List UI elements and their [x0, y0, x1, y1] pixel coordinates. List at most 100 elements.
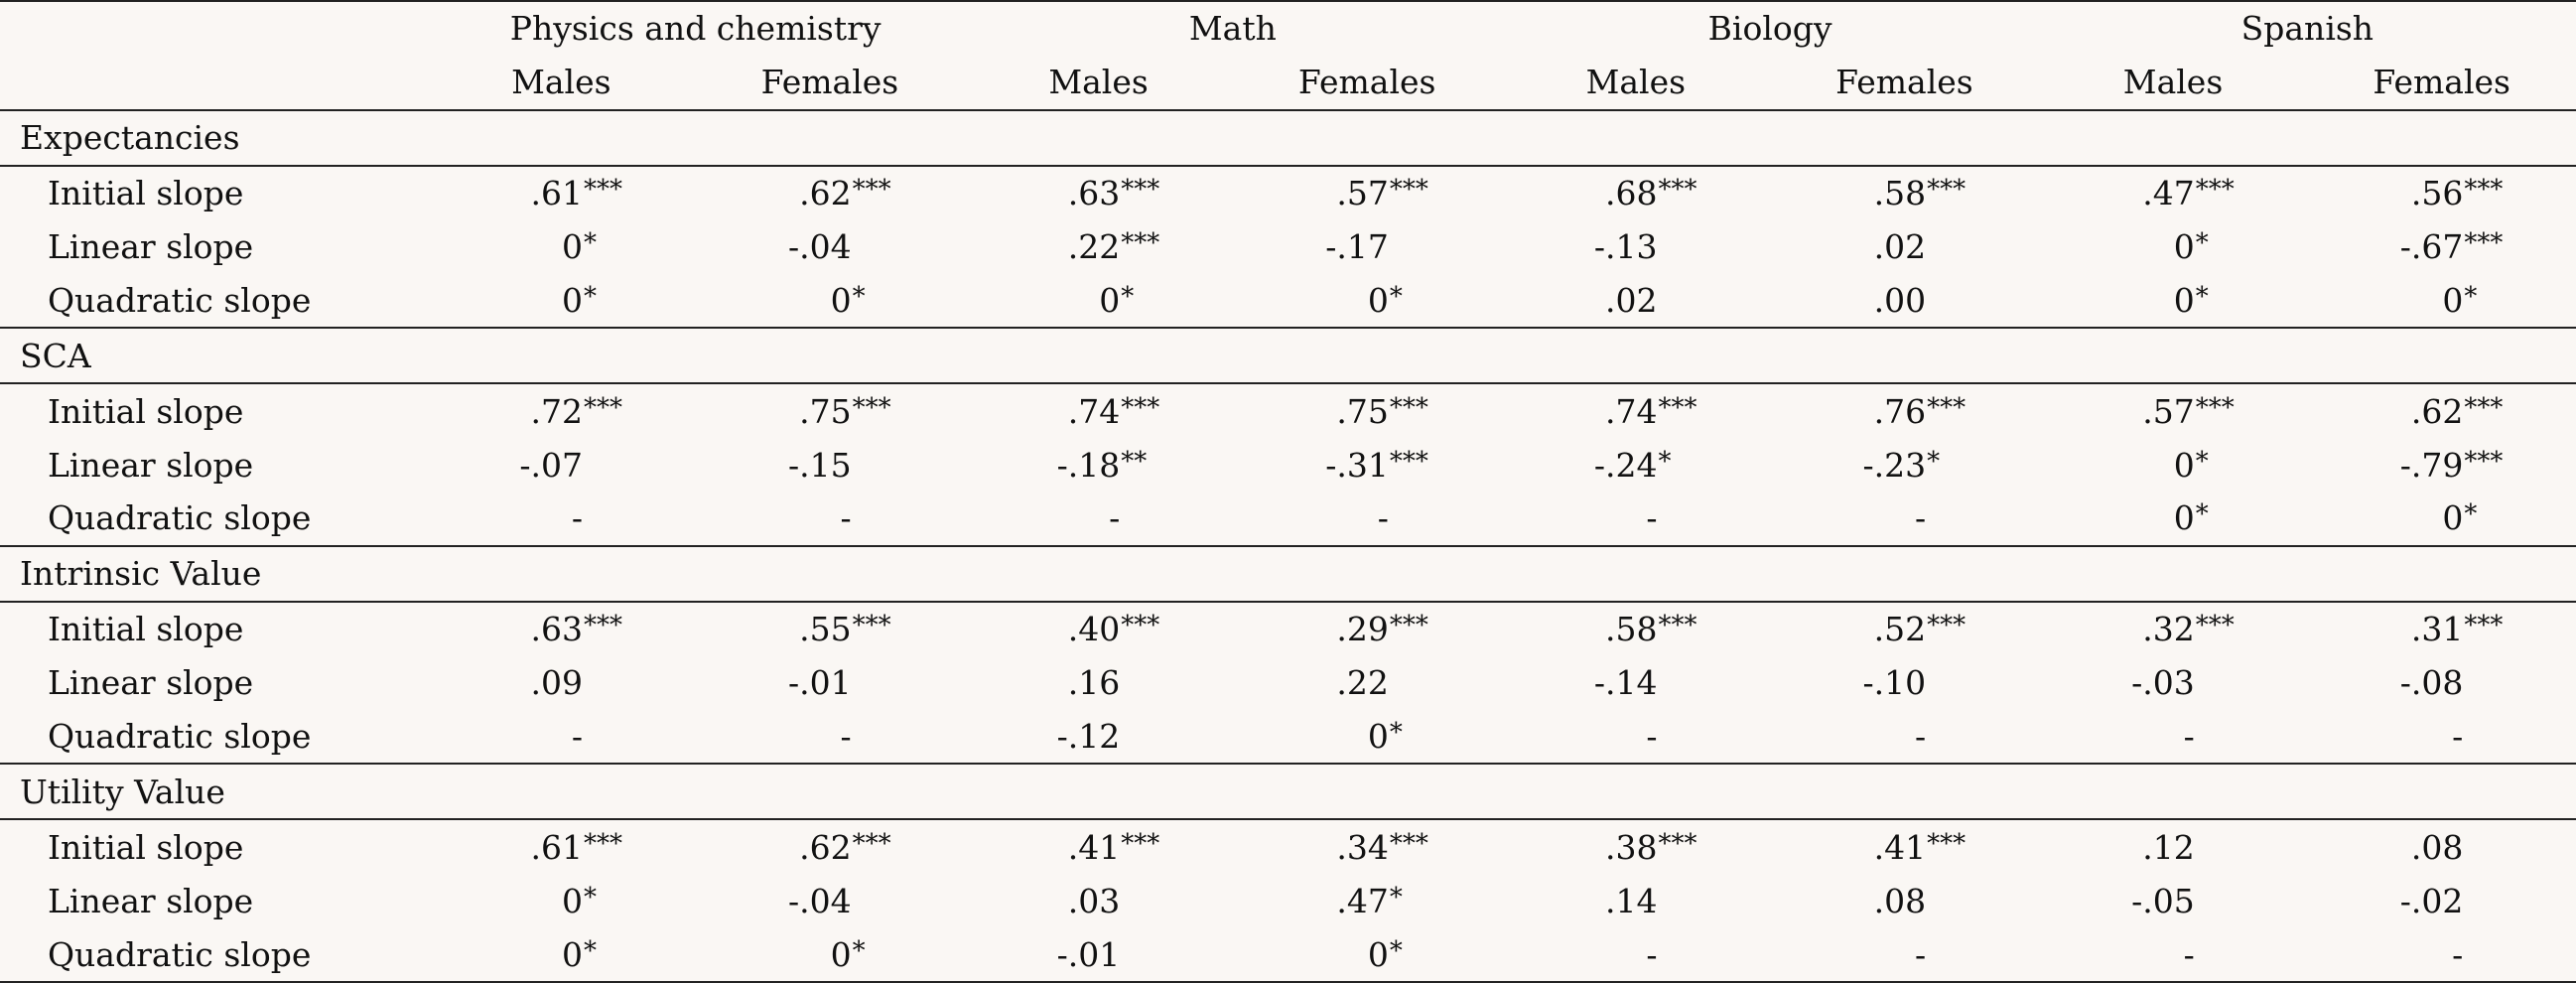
coefficient-value: -.13 — [1593, 227, 1658, 266]
significance-marker: *** — [1389, 828, 1428, 859]
sex-header-row: Males Females Males Females Males Female… — [0, 56, 2576, 110]
value-cell: - — [964, 492, 1233, 546]
value-cell: - — [427, 710, 696, 765]
value-cell: - — [696, 710, 965, 765]
coefficient-value: .02 — [1873, 227, 1927, 266]
significance-marker: *** — [852, 611, 891, 641]
coefficient-value: - — [1646, 934, 1658, 974]
value-cell: .47* — [1233, 874, 1502, 927]
coefficient-value: .61 — [530, 827, 584, 867]
coefficient-value: -.01 — [1056, 934, 1121, 974]
coefficient-value: - — [1646, 498, 1658, 538]
coefficient-value: .61 — [530, 174, 584, 213]
value-cell: -.12 — [964, 710, 1233, 765]
coefficient-value: -.31 — [1325, 445, 1389, 485]
value-cell: - — [1502, 710, 1771, 765]
table-row: Quadratic slope 0* 0* 0* 0* .02.00 0* 0* — [0, 273, 2576, 328]
group-label: SCA — [0, 327, 2576, 384]
coefficient-value: 0 — [830, 280, 852, 320]
coefficient-value: .22 — [1067, 227, 1121, 266]
value-cell: -.03 — [2039, 656, 2308, 710]
coefficient-value: - — [1377, 498, 1389, 538]
value-cell: .75*** — [1232, 382, 1502, 439]
table-body: Expectancies Initial slope .61*** .62*** .63… — [0, 108, 2576, 983]
value-cell: -.31*** — [1233, 438, 1502, 492]
coefficient-value: 0 — [1367, 717, 1389, 757]
value-cell: .34*** — [1232, 818, 1502, 875]
coefficient-value: -.01 — [788, 663, 852, 703]
group-label: Utility Value — [0, 763, 2576, 820]
coefficient-value: -.23 — [1862, 445, 1927, 485]
value-cell: .63*** — [427, 600, 696, 656]
value-cell: 0* — [427, 273, 696, 328]
coefficient-value: -.08 — [2399, 663, 2464, 703]
value-cell: -.10 — [1770, 656, 2039, 710]
table-row: Initial slope .61*** .62*** .41*** .34*** .38… — [0, 818, 2576, 875]
significance-marker: *** — [1389, 611, 1428, 641]
coefficient-value: .38 — [1605, 827, 1658, 867]
value-cell: .41*** — [964, 818, 1233, 875]
coefficient-value: 0 — [2173, 227, 2195, 266]
table-row: Quadratic slope - - -.12 0* - - - - — [0, 710, 2576, 765]
significance-marker: *** — [584, 392, 623, 423]
coefficient-value: .40 — [1067, 610, 1121, 649]
significance-marker: *** — [1658, 175, 1697, 206]
coefficient-value: -.04 — [788, 227, 852, 266]
subject-header: Physics and chemistry — [427, 0, 965, 56]
corner-cell — [0, 0, 428, 56]
significance-marker: *** — [1389, 392, 1428, 423]
coefficient-value: -.67 — [2399, 227, 2464, 266]
coefficient-value: - — [2183, 934, 2195, 974]
significance-marker: *** — [584, 175, 623, 206]
value-cell: 0* — [2039, 220, 2308, 274]
significance-marker: *** — [1658, 392, 1697, 423]
coefficient-value: .03 — [1067, 881, 1121, 920]
value-cell: -.15 — [696, 438, 965, 492]
significance-marker: *** — [584, 611, 623, 641]
significance-marker: *** — [1927, 611, 1966, 641]
value-cell: -.79*** — [2307, 438, 2576, 492]
significance-marker: * — [2195, 281, 2209, 312]
value-cell: .03 — [964, 874, 1233, 927]
group-label: Expectancies — [0, 108, 2576, 166]
value-cell: .29*** — [1232, 600, 1502, 656]
value-cell: .14 — [1502, 874, 1771, 927]
value-cell: .76*** — [1770, 382, 2039, 439]
coefficient-value: .63 — [530, 610, 584, 649]
coefficient-value: 0 — [2442, 498, 2464, 538]
significance-marker: *** — [1389, 446, 1428, 477]
coefficient-value: .68 — [1605, 174, 1658, 213]
group-label: Intrinsic Value — [0, 544, 2576, 602]
row-label: Initial slope — [0, 164, 428, 220]
coefficient-value: 0 — [562, 227, 584, 266]
value-cell: -.08 — [2307, 656, 2576, 710]
significance-marker: * — [1389, 281, 1403, 312]
significance-marker: * — [584, 281, 598, 312]
coefficient-value: .09 — [530, 663, 584, 703]
significance-marker: *** — [1121, 228, 1160, 258]
value-cell: .62*** — [695, 818, 965, 875]
coefficient-value: -.24 — [1593, 445, 1658, 485]
coefficient-value: - — [1914, 934, 1927, 974]
significance-marker: *** — [2464, 446, 2504, 477]
coefficient-value: .56 — [2410, 174, 2464, 213]
row-label: Linear slope — [48, 881, 254, 920]
value-cell: .74*** — [964, 382, 1233, 439]
sex-header: Females — [1297, 63, 1436, 102]
value-cell: 0* — [2307, 273, 2576, 328]
value-cell: .74*** — [1501, 382, 1771, 439]
value-cell: .58*** — [1770, 164, 2039, 220]
coefficient-value: -.05 — [2131, 881, 2195, 920]
value-cell: - — [1501, 927, 1771, 983]
coefficient-value: -.15 — [788, 445, 852, 485]
value-cell: -.24* — [1502, 438, 1771, 492]
coefficient-value: 0 — [1367, 280, 1389, 320]
table-row: Linear slope .09 -.01 .16 .22 -.14 -.10 -.03 -.0… — [0, 656, 2576, 710]
significance-marker: * — [584, 882, 598, 913]
coefficient-value: - — [571, 717, 584, 757]
significance-marker: * — [1121, 281, 1135, 312]
sex-header: Females — [1835, 63, 1973, 102]
coefficient-value: .34 — [1336, 827, 1389, 867]
value-cell: .38*** — [1501, 818, 1771, 875]
significance-marker: * — [2195, 228, 2209, 258]
